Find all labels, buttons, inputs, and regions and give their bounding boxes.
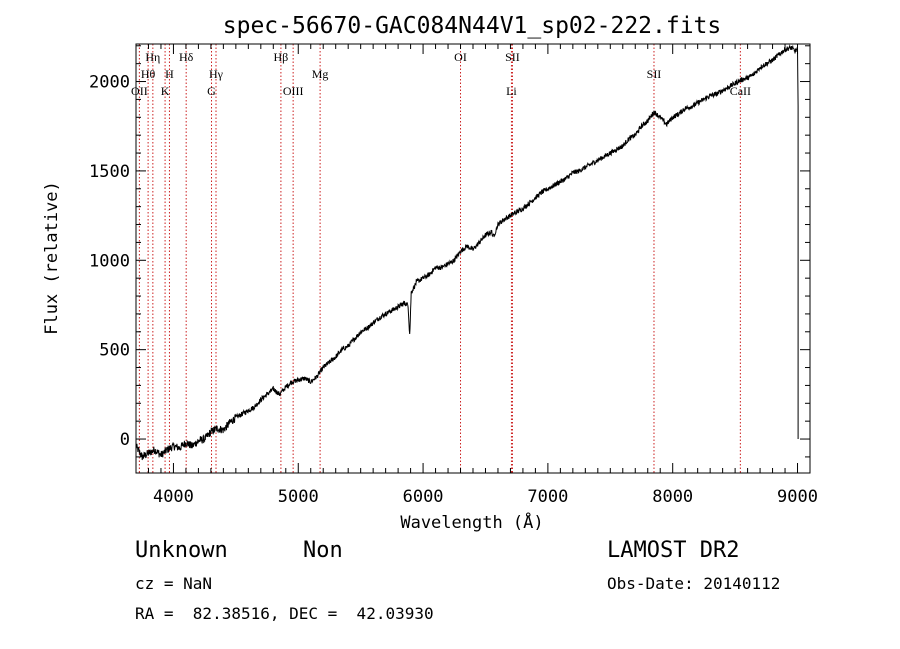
- spectral-line-label: SII: [647, 67, 662, 81]
- spectral-line-label: Hγ: [209, 67, 224, 81]
- spectral-line-label: OIII: [283, 84, 304, 98]
- y-tick-label: 2000: [89, 73, 130, 93]
- y-tick-label: 500: [99, 341, 130, 361]
- spectral-line-label: K: [161, 84, 170, 98]
- x-axis-ticks: 4000 5000 6000 7000 8000 9000: [135, 44, 818, 507]
- spectral-line-label: Hβ: [274, 50, 289, 64]
- class-label: Unknown: [135, 538, 228, 563]
- x-tick-label: 9000: [777, 487, 818, 507]
- subclass-label: Non: [303, 538, 343, 563]
- x-tick-label: 8000: [652, 487, 693, 507]
- spectral-line-markers: [138, 44, 741, 473]
- chart-title: spec-56670-GAC084N44V1_sp02-222.fits: [223, 13, 722, 39]
- plot-frame-rect: [135, 43, 811, 474]
- spectral-line-label: Hθ: [141, 67, 156, 81]
- spectral-line-label: OI: [454, 50, 467, 64]
- x-tick-label: 7000: [527, 487, 568, 507]
- y-tick-label: 1000: [89, 251, 130, 271]
- x-tick-label: 6000: [403, 487, 444, 507]
- spectral-line-label: CaII: [730, 84, 751, 98]
- redshift-label: cz = NaN: [135, 574, 213, 593]
- spectral-line-label: Mg: [312, 67, 329, 81]
- coordinates-label: RA = 82.38516, DEC = 42.03930: [135, 604, 434, 623]
- x-tick-label: 4000: [153, 487, 194, 507]
- spectral-line-labels: Hη Hθ OII HK Hδ Hγ G Hβ OIII Mg OI SII Li SII CaII: [131, 50, 751, 98]
- spectral-line-label: OII: [131, 84, 148, 98]
- obs-date-label: Obs-Date: 20140112: [607, 574, 781, 593]
- survey-label: LAMOST DR2: [607, 538, 740, 563]
- x-axis-label: Wavelength (Å): [400, 511, 543, 533]
- spectral-line-label: Hη: [145, 50, 160, 64]
- spectral-line-label: Hδ: [179, 50, 194, 64]
- y-tick-label: 1500: [89, 162, 130, 182]
- spectrum-series-line: [135, 44, 799, 461]
- y-tick-label: 0: [120, 430, 130, 450]
- plot-frame: [135, 43, 811, 474]
- y-axis-label: Flux (relative): [42, 181, 62, 335]
- spectral-line-label: H: [165, 67, 174, 81]
- spectral-line-label: G: [207, 84, 216, 98]
- y-axis-ticks: 0 500 1000 1500 2000: [89, 45, 810, 458]
- x-tick-label: 5000: [278, 487, 319, 507]
- spectral-line-label: SII: [505, 50, 520, 64]
- spectral-line-label: Li: [506, 84, 517, 98]
